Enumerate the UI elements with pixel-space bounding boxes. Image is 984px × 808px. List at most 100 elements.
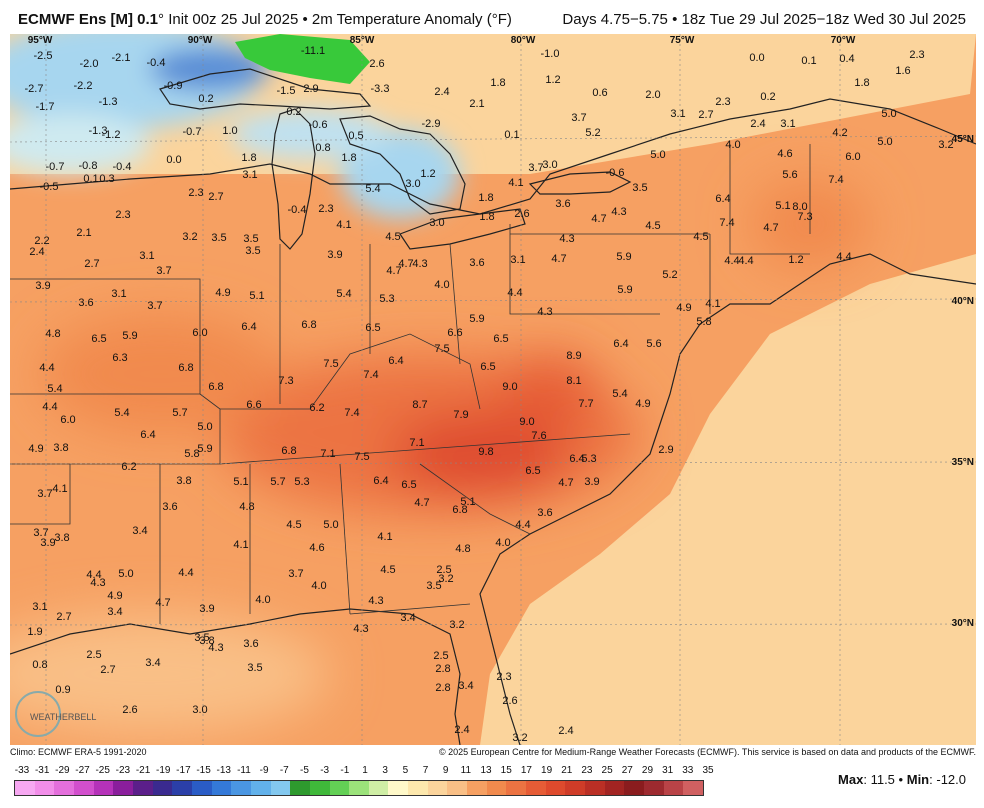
anomaly-value-label: 3.1 (510, 254, 525, 266)
anomaly-value-label: 3.1 (670, 108, 685, 120)
anomaly-value-label: 2.5 (436, 564, 451, 576)
anomaly-value-label: 7.1 (409, 437, 424, 449)
anomaly-value-label: -2.2 (74, 80, 93, 92)
cold-anomaly-area (235, 34, 370, 84)
anomaly-value-label: 5.4 (365, 183, 380, 195)
anomaly-value-label: 5.0 (323, 519, 338, 531)
anomaly-value-label: 3.5 (211, 232, 226, 244)
anomaly-value-label: 4.6 (777, 148, 792, 160)
anomaly-value-label: 0.3 (99, 173, 114, 185)
legend-color-swatch (624, 781, 644, 795)
anomaly-value-label: 2.4 (750, 118, 765, 130)
anomaly-value-label: 4.7 (591, 213, 606, 225)
anomaly-value-label: 2.6 (514, 208, 529, 220)
anomaly-value-label: 5.3 (379, 293, 394, 305)
anomaly-value-label: 5.3 (294, 476, 309, 488)
anomaly-value-label: 4.3 (611, 206, 626, 218)
anomaly-value-label: 5.8 (184, 448, 199, 460)
anomaly-value-label: 5.2 (585, 127, 600, 139)
anomaly-value-label: 9.0 (519, 416, 534, 428)
legend-tick-label: -23 (115, 765, 131, 776)
anomaly-value-label: 4.2 (832, 127, 847, 139)
anomaly-value-label: 2.7 (84, 258, 99, 270)
anomaly-value-label: 1.2 (545, 74, 560, 86)
anomaly-value-label: 4.9 (107, 590, 122, 602)
legend-color-swatch (73, 781, 94, 795)
anomaly-value-label: 5.4 (114, 407, 129, 419)
anomaly-value-label: 4.3 (90, 577, 105, 589)
anomaly-value-label: 0.1 (801, 55, 816, 67)
legend-color-swatch (309, 781, 330, 795)
anomaly-value-label: 3.9 (199, 603, 214, 615)
anomaly-value-label: -2.9 (422, 118, 441, 130)
anomaly-value-label: 5.9 (197, 443, 212, 455)
anomaly-value-label: 4.5 (380, 564, 395, 576)
copyright-credit: © 2025 European Centre for Medium-Range … (438, 747, 976, 757)
legend-color-swatch (368, 781, 389, 795)
legend-color-swatch (191, 781, 212, 795)
anomaly-value-label: 6.8 (208, 381, 223, 393)
cool-lake-michigan (230, 109, 390, 159)
anomaly-value-label: 6.8 (301, 319, 316, 331)
anomaly-value-label: 2.3 (715, 96, 730, 108)
lake-huron (339, 115, 466, 215)
anomaly-value-label: 3.2 (449, 619, 464, 631)
legend-colorbar (14, 780, 704, 796)
legend-tick-label: 3 (382, 765, 388, 776)
legend-tick-label: -27 (75, 765, 90, 776)
us-canada-border (10, 98, 976, 215)
map-canvas: 95°W 90°W 85°W 80°W 75°W 70°W 45°N 40°N 35°N 30°… (10, 34, 976, 745)
hot-core-va (500, 354, 600, 424)
anomaly-value-label: 1.8 (478, 192, 493, 204)
anomaly-value-label: 7.3 (797, 211, 812, 223)
anomaly-value-label: 5.7 (172, 407, 187, 419)
coastlines (10, 68, 976, 745)
anomaly-value-label: 4.4 (42, 401, 57, 413)
anomaly-value-label: 0.5 (348, 130, 363, 142)
anomaly-value-label: 2.4 (558, 725, 573, 737)
legend-tick-label: -31 (34, 765, 50, 776)
anomaly-value-label: 1.8 (241, 152, 256, 164)
anomaly-value-label: 4.4 (86, 569, 101, 581)
legend-tick-label: 19 (541, 765, 553, 776)
anomaly-value-label: 0.0 (166, 154, 181, 166)
legend-color-swatch (565, 781, 586, 795)
anomaly-value-label: 3.7 (37, 488, 52, 500)
anomaly-value-label: 4.1 (336, 219, 351, 231)
legend-tick-label: 35 (702, 765, 714, 776)
anomaly-value-label: 6.4 (569, 453, 584, 465)
anomaly-value-label: 4.0 (495, 537, 510, 549)
anomaly-value-label: 4.0 (725, 139, 740, 151)
legend-color-swatch (250, 781, 271, 795)
latitude-label: 30°N (952, 618, 974, 629)
init-time: Init 00z 25 Jul 2025 (168, 11, 299, 28)
legend-color-swatch (290, 781, 310, 795)
anomaly-value-label: 7.4 (719, 217, 734, 229)
legend-tick-label: -9 (259, 765, 269, 776)
anomaly-value-label: 2.4 (29, 246, 44, 258)
anomaly-value-label: 3.8 (54, 532, 69, 544)
legend-color-swatch (388, 781, 409, 795)
anomaly-value-label: 0.1 (83, 173, 98, 185)
anomaly-value-label: 2.6 (369, 58, 384, 70)
gulf-warm (10, 614, 330, 734)
anomaly-value-label: 6.4 (613, 338, 628, 350)
anomaly-value-label: 4.1 (705, 298, 720, 310)
legend-color-swatch (427, 781, 448, 795)
anomaly-value-label: 6.5 (480, 361, 495, 373)
anomaly-value-label: 7.5 (434, 343, 449, 355)
anomaly-value-label: 4.9 (635, 398, 650, 410)
anomaly-value-label: 5.1 (775, 200, 790, 212)
legend-tick-label: -25 (95, 765, 110, 776)
longitude-label: 75°W (670, 35, 695, 46)
anomaly-value-label: -11.1 (301, 45, 325, 57)
anomaly-value-label: 6.2 (309, 402, 324, 414)
legend-color-swatch (349, 781, 369, 795)
anomaly-value-label: 4.4 (178, 567, 193, 579)
longitude-label: 85°W (350, 35, 375, 46)
legend-tick-label: 27 (621, 765, 633, 776)
anomaly-value-label: -1.3 (89, 125, 108, 137)
longitude-label: 70°W (831, 35, 856, 46)
anomaly-value-label: 3.6 (162, 501, 177, 513)
anomaly-value-label: 4.5 (693, 231, 708, 243)
